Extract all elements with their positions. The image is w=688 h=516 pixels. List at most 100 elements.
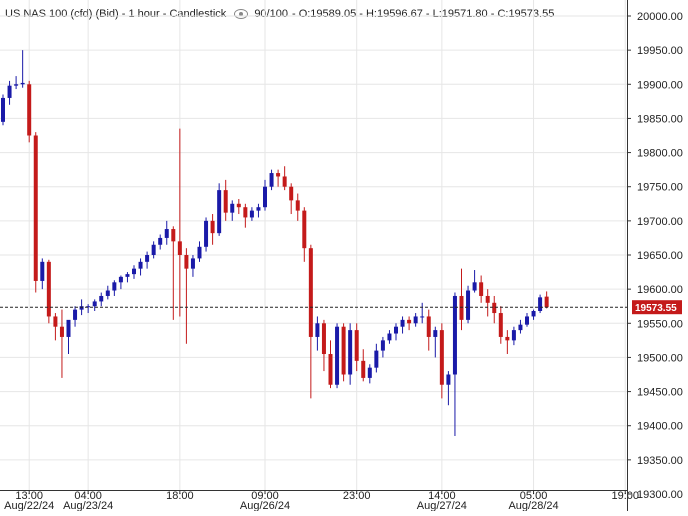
candle: [217, 183, 222, 236]
x-tick-label: 19:00: [611, 490, 639, 502]
x-tick-date: Aug/26/24: [240, 500, 290, 511]
candle: [269, 169, 274, 191]
candle: [184, 248, 189, 344]
y-tick-label: 19700.00: [637, 216, 683, 228]
candle: [498, 306, 503, 344]
candle: [374, 343, 379, 373]
candle: [282, 166, 287, 191]
instrument-title: US NAS 100 (cfd) (Bid) - 1 hour - Candle…: [5, 8, 227, 20]
candle-body: [439, 330, 444, 385]
candle: [380, 336, 385, 358]
candle-body: [518, 324, 523, 331]
candle: [204, 217, 209, 252]
candle: [164, 220, 169, 245]
candle-body: [308, 248, 313, 337]
y-tick-label: 20000.00: [637, 11, 683, 23]
candle-body: [505, 336, 510, 341]
candle: [289, 183, 294, 215]
candle: [158, 234, 163, 250]
candle-body: [446, 374, 451, 385]
candle-body: [86, 306, 91, 308]
candle: [190, 255, 195, 277]
candle: [118, 275, 123, 290]
candle-body: [151, 244, 156, 255]
candle-body: [276, 173, 281, 177]
candle-body: [269, 173, 274, 187]
candle: [400, 316, 405, 334]
y-tick-label: 19400.00: [637, 421, 683, 433]
eye-icon[interactable]: [234, 9, 249, 19]
candle: [145, 251, 150, 269]
candle: [249, 207, 254, 221]
candle: [53, 313, 58, 341]
y-tick-label: 19800.00: [637, 148, 683, 160]
candle: [7, 80, 12, 105]
candle: [92, 299, 97, 311]
candle: [99, 292, 104, 307]
candle: [138, 258, 143, 276]
candle: [33, 132, 38, 293]
candle: [86, 304, 91, 314]
x-tick-date: Aug/23/24: [63, 500, 113, 511]
candle-body: [20, 82, 25, 85]
candle: [335, 323, 340, 389]
last-price-label: 19573.55: [635, 303, 677, 314]
candle: [295, 193, 300, 221]
candle: [40, 258, 45, 290]
candle: [256, 203, 261, 218]
candle-body: [354, 330, 359, 361]
candle: [466, 285, 471, 324]
candle: [544, 291, 549, 309]
candle: [354, 323, 359, 372]
candle-body: [138, 261, 143, 269]
candle-body: [158, 237, 163, 245]
candle: [433, 326, 438, 358]
candle-body: [426, 316, 431, 337]
candle: [511, 326, 516, 346]
candle-body: [407, 319, 412, 324]
candle-body: [112, 282, 117, 291]
candle: [125, 272, 130, 283]
chart-header: US NAS 100 (cfd) (Bid) - 1 hour - Candle…: [5, 8, 554, 20]
x-tick-label: 18:00: [166, 490, 194, 502]
candle: [439, 323, 444, 399]
candle-body: [256, 207, 261, 211]
x-tick-label: 23:00: [343, 490, 371, 502]
candle-body: [282, 176, 287, 187]
candle-body: [466, 290, 471, 320]
candle: [263, 179, 267, 211]
candle-body: [394, 326, 398, 334]
series-count: 90/100: [254, 8, 288, 20]
candle-body: [538, 297, 543, 311]
candle: [308, 244, 313, 399]
candle: [66, 319, 71, 355]
candle: [105, 285, 110, 300]
candle-body: [243, 207, 248, 218]
candle: [505, 330, 510, 355]
candle-body: [164, 229, 169, 238]
x-tick-label: 13:00: [15, 490, 43, 502]
candle-body: [341, 326, 346, 375]
ohlc-readout: - O:19589.05 - H:19596.67 - L:19571.80 -…: [291, 8, 555, 20]
candle-body: [118, 276, 123, 283]
x-tick-date: Aug/28/24: [508, 500, 558, 511]
y-tick-label: 19750.00: [637, 182, 683, 194]
candle-body: [479, 282, 484, 296]
candle: [538, 294, 543, 314]
candle-body: [66, 319, 71, 337]
y-tick-label: 19600.00: [637, 284, 683, 296]
candle-body: [263, 186, 267, 208]
candle: [321, 319, 326, 372]
candle-body: [73, 309, 78, 320]
candle: [223, 179, 228, 221]
candle-body: [452, 295, 457, 375]
candle: [230, 200, 235, 221]
x-tick-label: 05:00: [520, 490, 548, 502]
candle-body: [420, 316, 425, 318]
y-tick-label: 19850.00: [637, 113, 683, 125]
candle: [151, 241, 156, 259]
candle: [413, 313, 418, 327]
candle: [387, 330, 392, 344]
